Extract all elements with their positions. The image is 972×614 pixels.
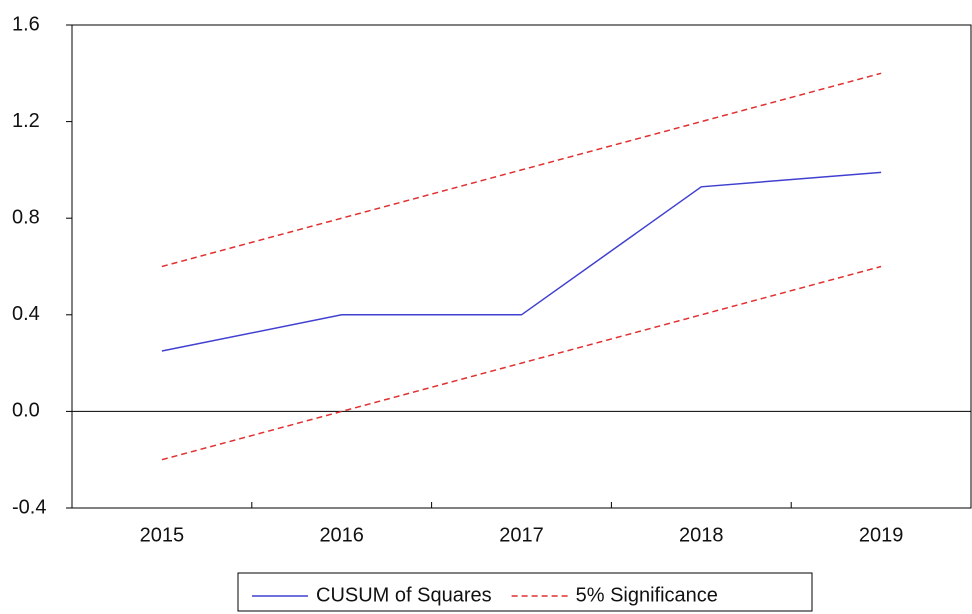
legend-box [237,572,813,612]
y-tick-label: 0.4 [12,303,40,325]
x-tick-label: 2019 [859,524,904,546]
legend-label: 5% Significance [576,584,718,606]
y-tick-label: 0.8 [12,206,40,228]
x-tick-label: 2015 [140,524,185,546]
x-tick-label: 2016 [319,524,364,546]
y-tick-label: 0.0 [12,400,40,422]
y-tick-label: 1.6 [12,13,40,35]
line-series [161,72,882,268]
plot-frame [71,24,972,509]
x-tick-label: 2017 [499,524,544,546]
y-tick-label: -0.4 [12,496,46,518]
line-series [161,171,882,352]
x-tick-label: 2018 [679,524,724,546]
line-series [161,265,882,461]
legend-label: CUSUM of Squares [316,584,492,606]
y-tick-label: 1.2 [12,110,40,132]
